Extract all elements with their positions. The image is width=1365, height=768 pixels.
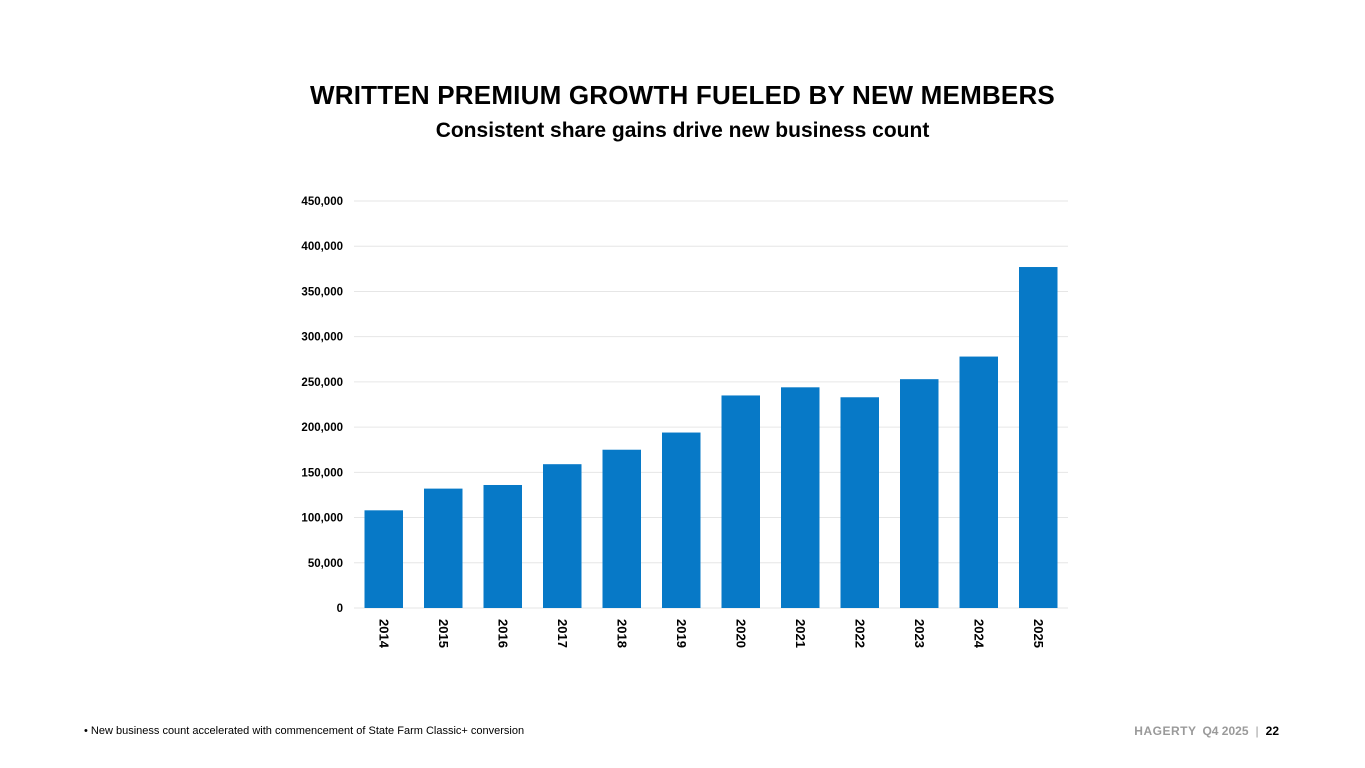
y-tick-label: 50,000 [308, 558, 343, 570]
footnote: • New business count accelerated with co… [84, 725, 525, 737]
x-tick-label: 2016 [495, 619, 510, 648]
bar-2017 [543, 464, 582, 608]
x-tick-label: 2014 [376, 619, 391, 649]
bar-2018 [602, 449, 641, 608]
x-tick-label: 2021 [793, 619, 808, 648]
slide-footer: HAGERTY Q4 2025 | 22 [1134, 724, 1279, 738]
bar-2024 [959, 356, 998, 608]
bar-2016 [483, 484, 522, 608]
bar-2025 [1019, 267, 1058, 608]
footer-separator: | [1255, 724, 1259, 738]
x-tick-label: 2023 [912, 619, 927, 648]
y-tick-label: 200,000 [301, 422, 343, 434]
x-tick-label: 2024 [971, 619, 986, 649]
bar-2014 [364, 510, 403, 608]
y-tick-label: 0 [337, 603, 343, 615]
y-tick-label: 300,000 [301, 332, 343, 344]
slide-subtitle: Consistent share gains drive new busines… [435, 119, 930, 142]
report-quarter: Q4 2025 [1202, 724, 1249, 738]
x-tick-label: 2018 [614, 619, 629, 648]
x-tick-label: 2017 [555, 619, 570, 648]
x-tick-label: 2022 [852, 619, 867, 648]
x-tick-label: 2020 [733, 619, 748, 648]
y-tick-label: 100,000 [301, 513, 343, 525]
y-tick-label: 400,000 [301, 241, 343, 253]
y-tick-label: 250,000 [301, 377, 343, 389]
brand-name: HAGERTY [1134, 724, 1197, 738]
page-number: 22 [1265, 724, 1279, 738]
x-tick-label: 2019 [674, 619, 689, 648]
bar-2022 [840, 397, 879, 608]
bar-2015 [424, 488, 463, 608]
bar-2023 [900, 379, 939, 608]
bar-2020 [721, 395, 760, 608]
bar-2019 [662, 432, 701, 608]
x-tick-label: 2025 [1031, 619, 1046, 648]
slide-title: WRITTEN PREMIUM GROWTH FUELED BY NEW MEM… [310, 80, 1055, 110]
y-tick-label: 450,000 [301, 196, 343, 208]
bar-2021 [781, 387, 820, 608]
y-tick-label: 150,000 [301, 467, 343, 479]
y-tick-label: 350,000 [301, 286, 343, 298]
x-tick-label: 2015 [436, 619, 451, 648]
